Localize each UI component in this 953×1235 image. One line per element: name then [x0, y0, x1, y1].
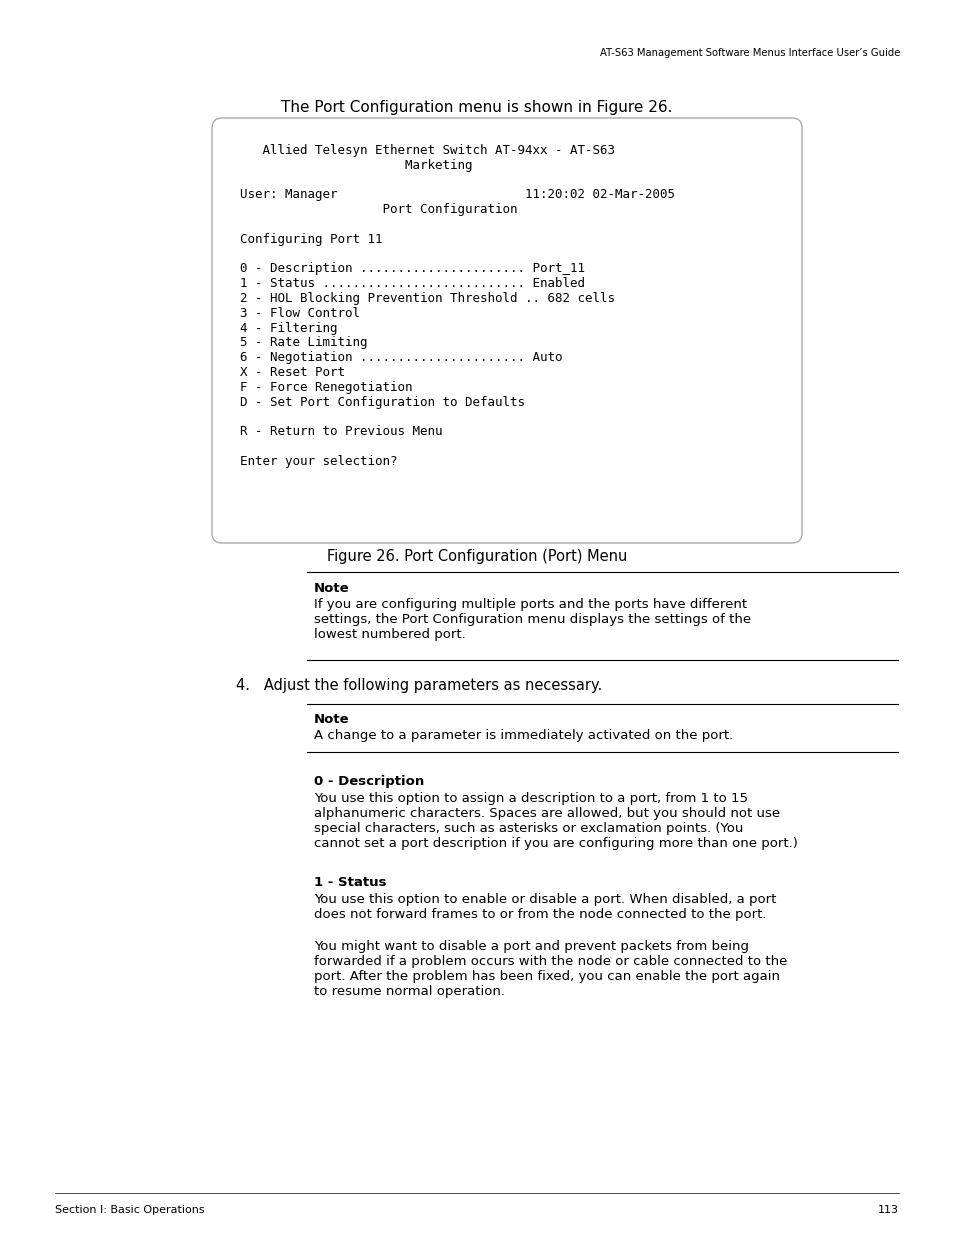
Text: 0 - Description: 0 - Description: [314, 776, 424, 788]
Text: You might want to disable a port and prevent packets from being
forwarded if a p: You might want to disable a port and pre…: [314, 940, 786, 998]
Text: D - Set Port Configuration to Defaults: D - Set Port Configuration to Defaults: [240, 395, 524, 409]
Text: Note: Note: [314, 713, 349, 726]
Text: 113: 113: [877, 1205, 898, 1215]
Text: The Port Configuration menu is shown in Figure 26.: The Port Configuration menu is shown in …: [281, 100, 672, 115]
Text: Marketing: Marketing: [240, 159, 472, 172]
Text: X - Reset Port: X - Reset Port: [240, 366, 345, 379]
Text: 2 - HOL Blocking Prevention Threshold .. 682 cells: 2 - HOL Blocking Prevention Threshold ..…: [240, 291, 615, 305]
Text: 5 - Rate Limiting: 5 - Rate Limiting: [240, 336, 367, 350]
FancyBboxPatch shape: [212, 119, 801, 543]
Text: 1 - Status ........................... Enabled: 1 - Status ........................... E…: [240, 277, 584, 290]
Text: You use this option to enable or disable a port. When disabled, a port
does not : You use this option to enable or disable…: [314, 893, 776, 921]
Text: Port Configuration: Port Configuration: [240, 204, 517, 216]
Text: 3 - Flow Control: 3 - Flow Control: [240, 306, 359, 320]
Text: 0 - Description ...................... Port_11: 0 - Description ...................... P…: [240, 262, 584, 275]
Text: 4.   Adjust the following parameters as necessary.: 4. Adjust the following parameters as ne…: [235, 678, 601, 693]
Text: AT-S63 Management Software Menus Interface User’s Guide: AT-S63 Management Software Menus Interfa…: [599, 48, 899, 58]
Text: 1 - Status: 1 - Status: [314, 876, 386, 889]
Text: User: Manager                         11:20:02 02-Mar-2005: User: Manager 11:20:02 02-Mar-2005: [240, 189, 675, 201]
Text: 4 - Filtering: 4 - Filtering: [240, 321, 337, 335]
Text: Enter your selection?: Enter your selection?: [240, 454, 397, 468]
Text: Note: Note: [314, 582, 349, 595]
Text: F - Force Renegotiation: F - Force Renegotiation: [240, 380, 412, 394]
Text: You use this option to assign a description to a port, from 1 to 15
alphanumeric: You use this option to assign a descript…: [314, 792, 797, 850]
Text: 6 - Negotiation ...................... Auto: 6 - Negotiation ...................... A…: [240, 351, 562, 364]
Text: Figure 26. Port Configuration (Port) Menu: Figure 26. Port Configuration (Port) Men…: [327, 550, 626, 564]
Text: Allied Telesyn Ethernet Switch AT-94xx - AT-S63: Allied Telesyn Ethernet Switch AT-94xx -…: [240, 144, 615, 157]
Text: A change to a parameter is immediately activated on the port.: A change to a parameter is immediately a…: [314, 729, 733, 742]
Text: Section I: Basic Operations: Section I: Basic Operations: [55, 1205, 204, 1215]
Text: Configuring Port 11: Configuring Port 11: [240, 233, 382, 246]
Text: R - Return to Previous Menu: R - Return to Previous Menu: [240, 425, 442, 438]
Text: If you are configuring multiple ports and the ports have different
settings, the: If you are configuring multiple ports an…: [314, 598, 750, 641]
